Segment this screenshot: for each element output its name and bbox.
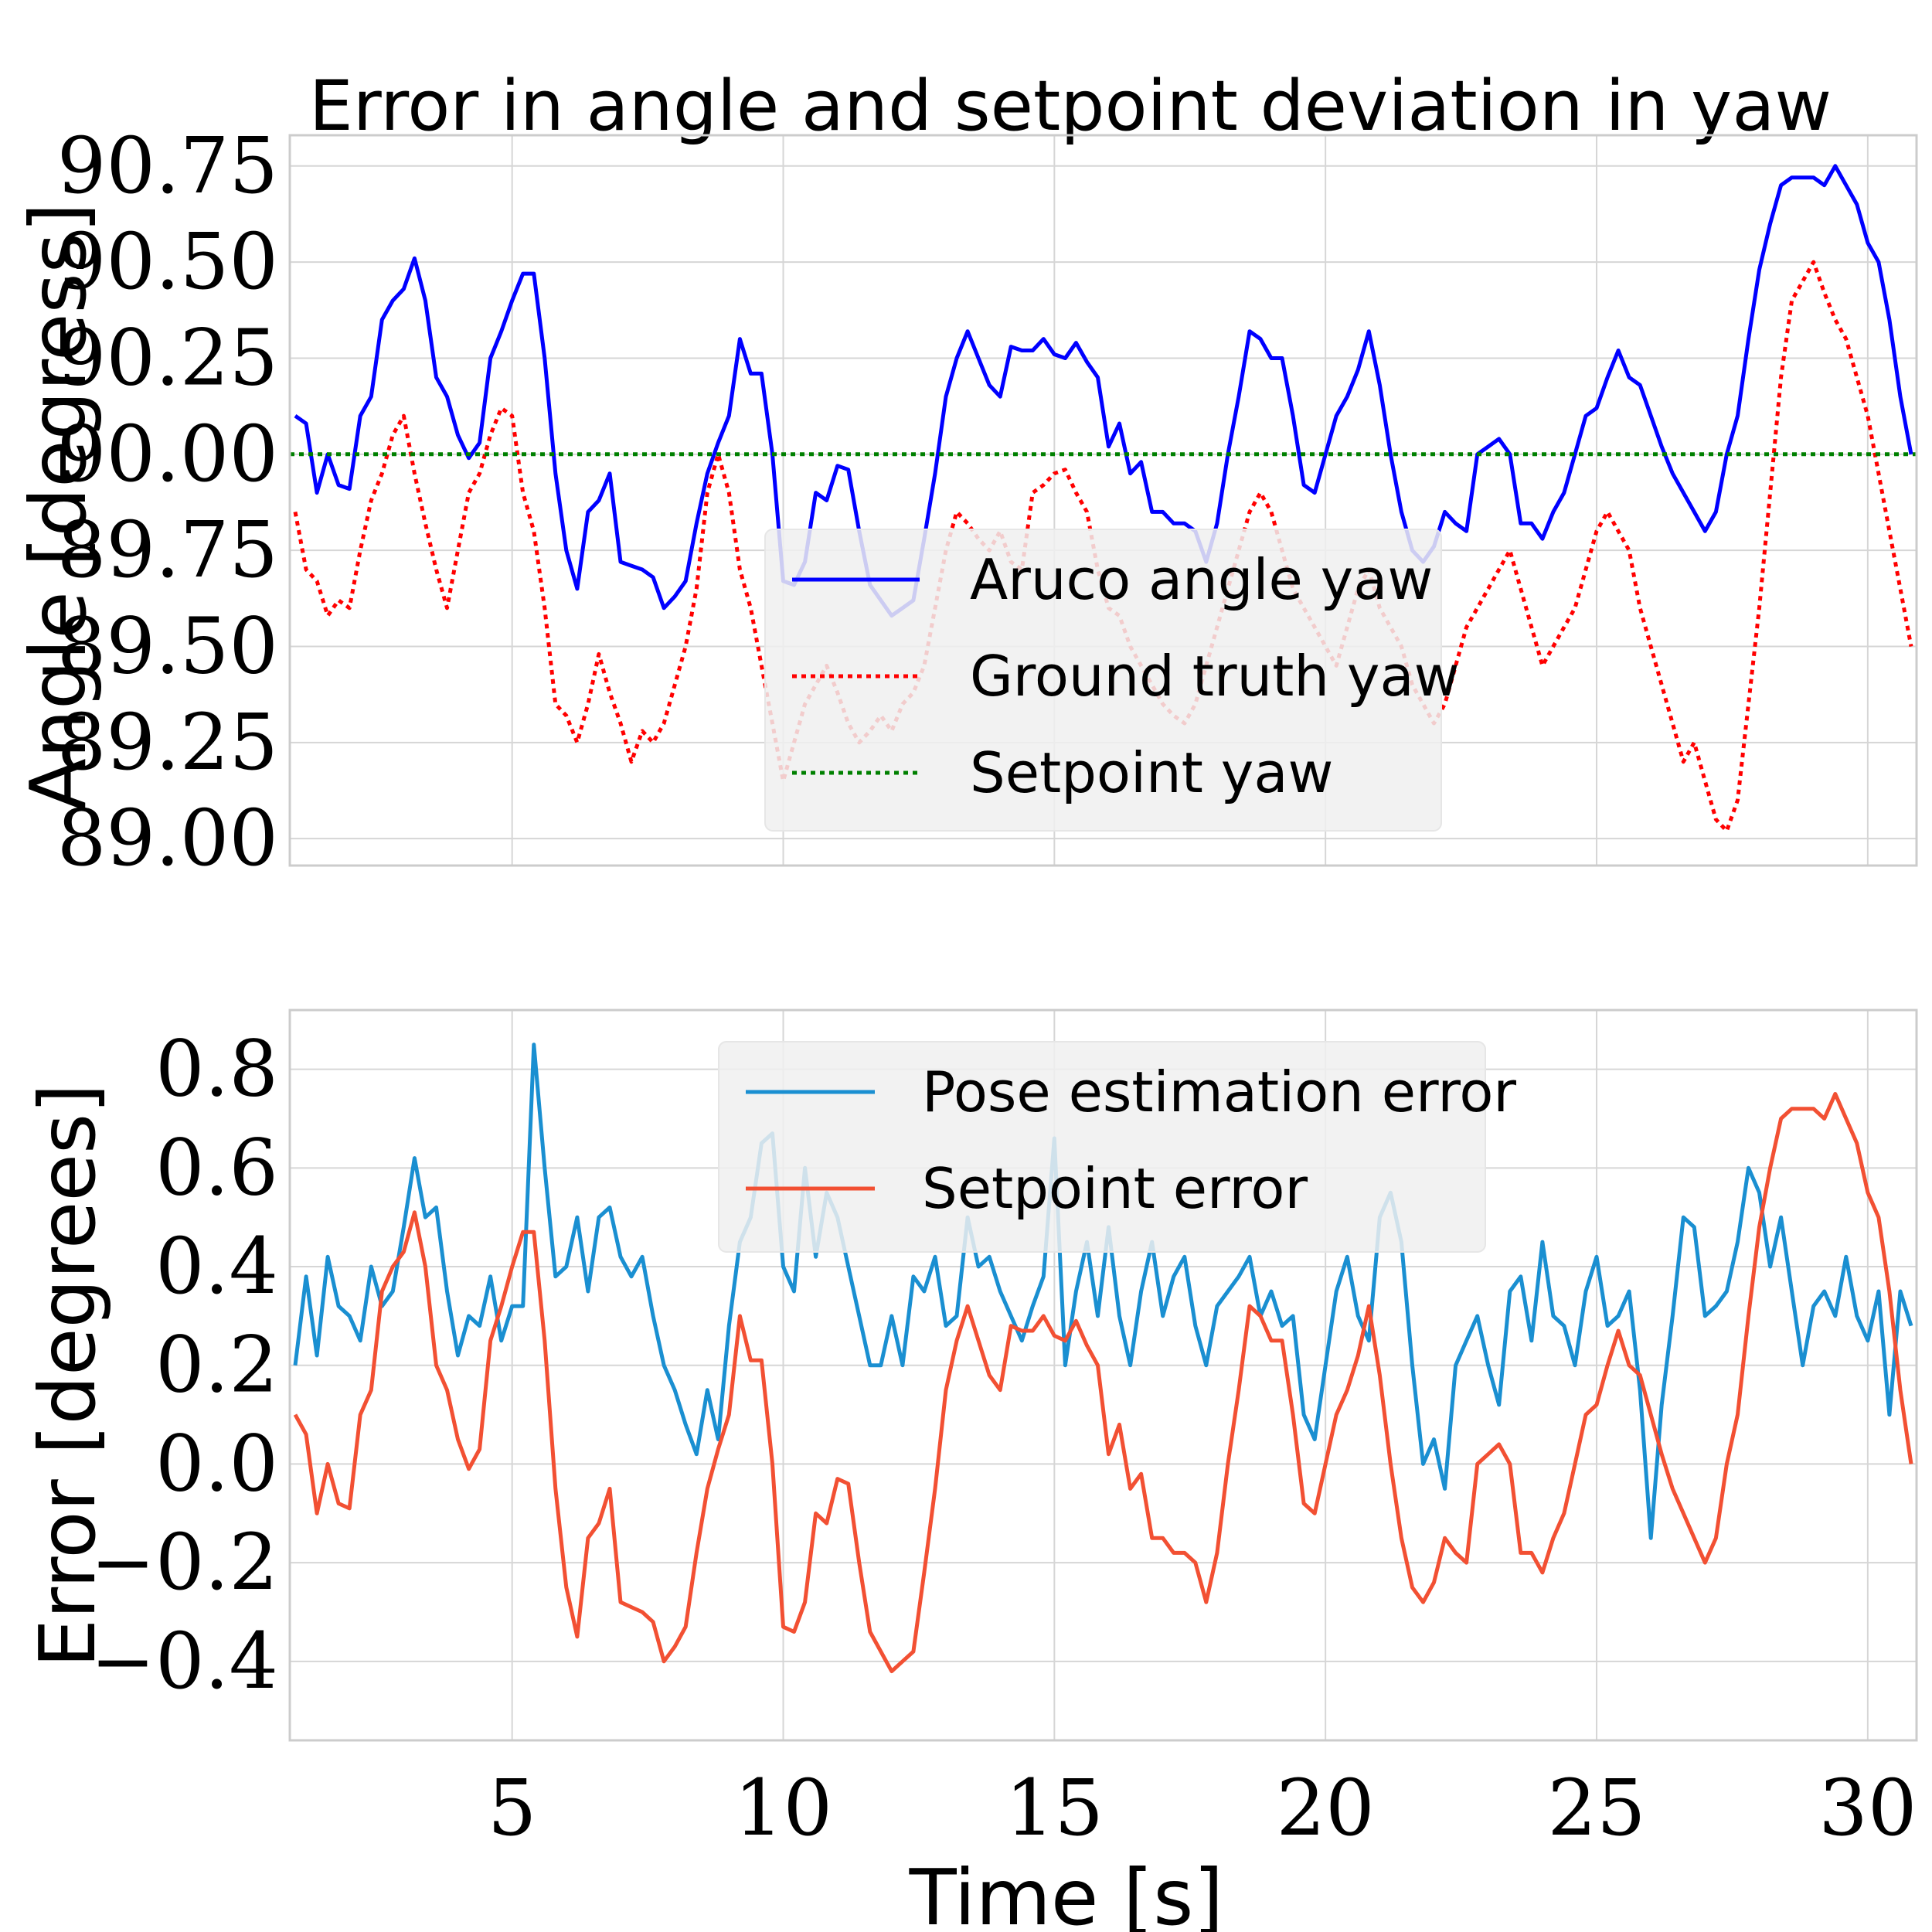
x-tick-label: 25: [1547, 1763, 1645, 1853]
y-tick-label: 89.25: [57, 697, 278, 787]
series-line-ground-truth-yaw: [293, 260, 1913, 833]
y-tick-label: 90.75: [57, 121, 278, 211]
y-tick-label: 0.8: [155, 1024, 278, 1114]
chart-title: Error in angle and setpoint deviation in…: [309, 66, 1832, 147]
x-tick-label: 10: [734, 1763, 832, 1853]
y-tick-label: 89.00: [57, 793, 278, 883]
series-line-pose-estimation-error: [293, 1043, 1913, 1540]
x-tick-label: 5: [488, 1763, 537, 1853]
bottom-xlabel: Time [s]: [909, 1852, 1224, 1932]
y-tick-label: 0.0: [155, 1418, 278, 1509]
x-tick-label: 30: [1818, 1763, 1917, 1853]
series-line-aruco-angle-yaw: [294, 164, 1913, 618]
plot-frame: [288, 134, 1918, 867]
x-tick-label: 15: [1005, 1763, 1104, 1853]
y-tick-label: −0.2: [90, 1517, 278, 1607]
legend-label: Setpoint yaw: [970, 740, 1333, 805]
legend-label: Ground truth yaw: [970, 644, 1460, 709]
y-tick-label: 90.25: [57, 312, 278, 403]
y-tick-label: 0.2: [155, 1320, 278, 1410]
series-line-setpoint-error: [293, 1092, 1913, 1674]
bottom-panel: 0.80.60.40.20.0−0.2−0.4 5 10 15 20 25 30 Pose e…: [90, 1009, 1918, 1853]
legend: Aruco angle yaw Ground truth yaw Setpoint …: [764, 529, 1460, 832]
y-tick-label: 89.75: [57, 505, 278, 595]
y-tick-label: 0.4: [155, 1221, 278, 1311]
y-tick-label: 90.50: [57, 216, 278, 307]
y-tick-label: 0.6: [155, 1122, 278, 1213]
legend-box: [764, 529, 1442, 832]
top-panel: 90.7590.5090.2590.0089.7589.5089.2589.00…: [57, 121, 1918, 883]
legend-label: Aruco angle yaw: [970, 547, 1433, 612]
top-ylabel: Angle [degress]: [13, 202, 104, 811]
y-tick-label: 89.50: [57, 601, 278, 692]
legend-label: Pose estimation error: [922, 1060, 1516, 1124]
legend-box: [718, 1041, 1486, 1253]
bottom-ylabel: Error [degrees]: [22, 1083, 113, 1668]
plot-frame: [288, 1009, 1918, 1742]
y-tick-label: 90.00: [57, 409, 278, 499]
legend-label: Setpoint error: [922, 1156, 1308, 1221]
x-tick-label: 20: [1277, 1763, 1375, 1853]
y-tick-label: −0.4: [90, 1616, 278, 1706]
legend: Pose estimation error Setpoint error: [718, 1041, 1516, 1253]
